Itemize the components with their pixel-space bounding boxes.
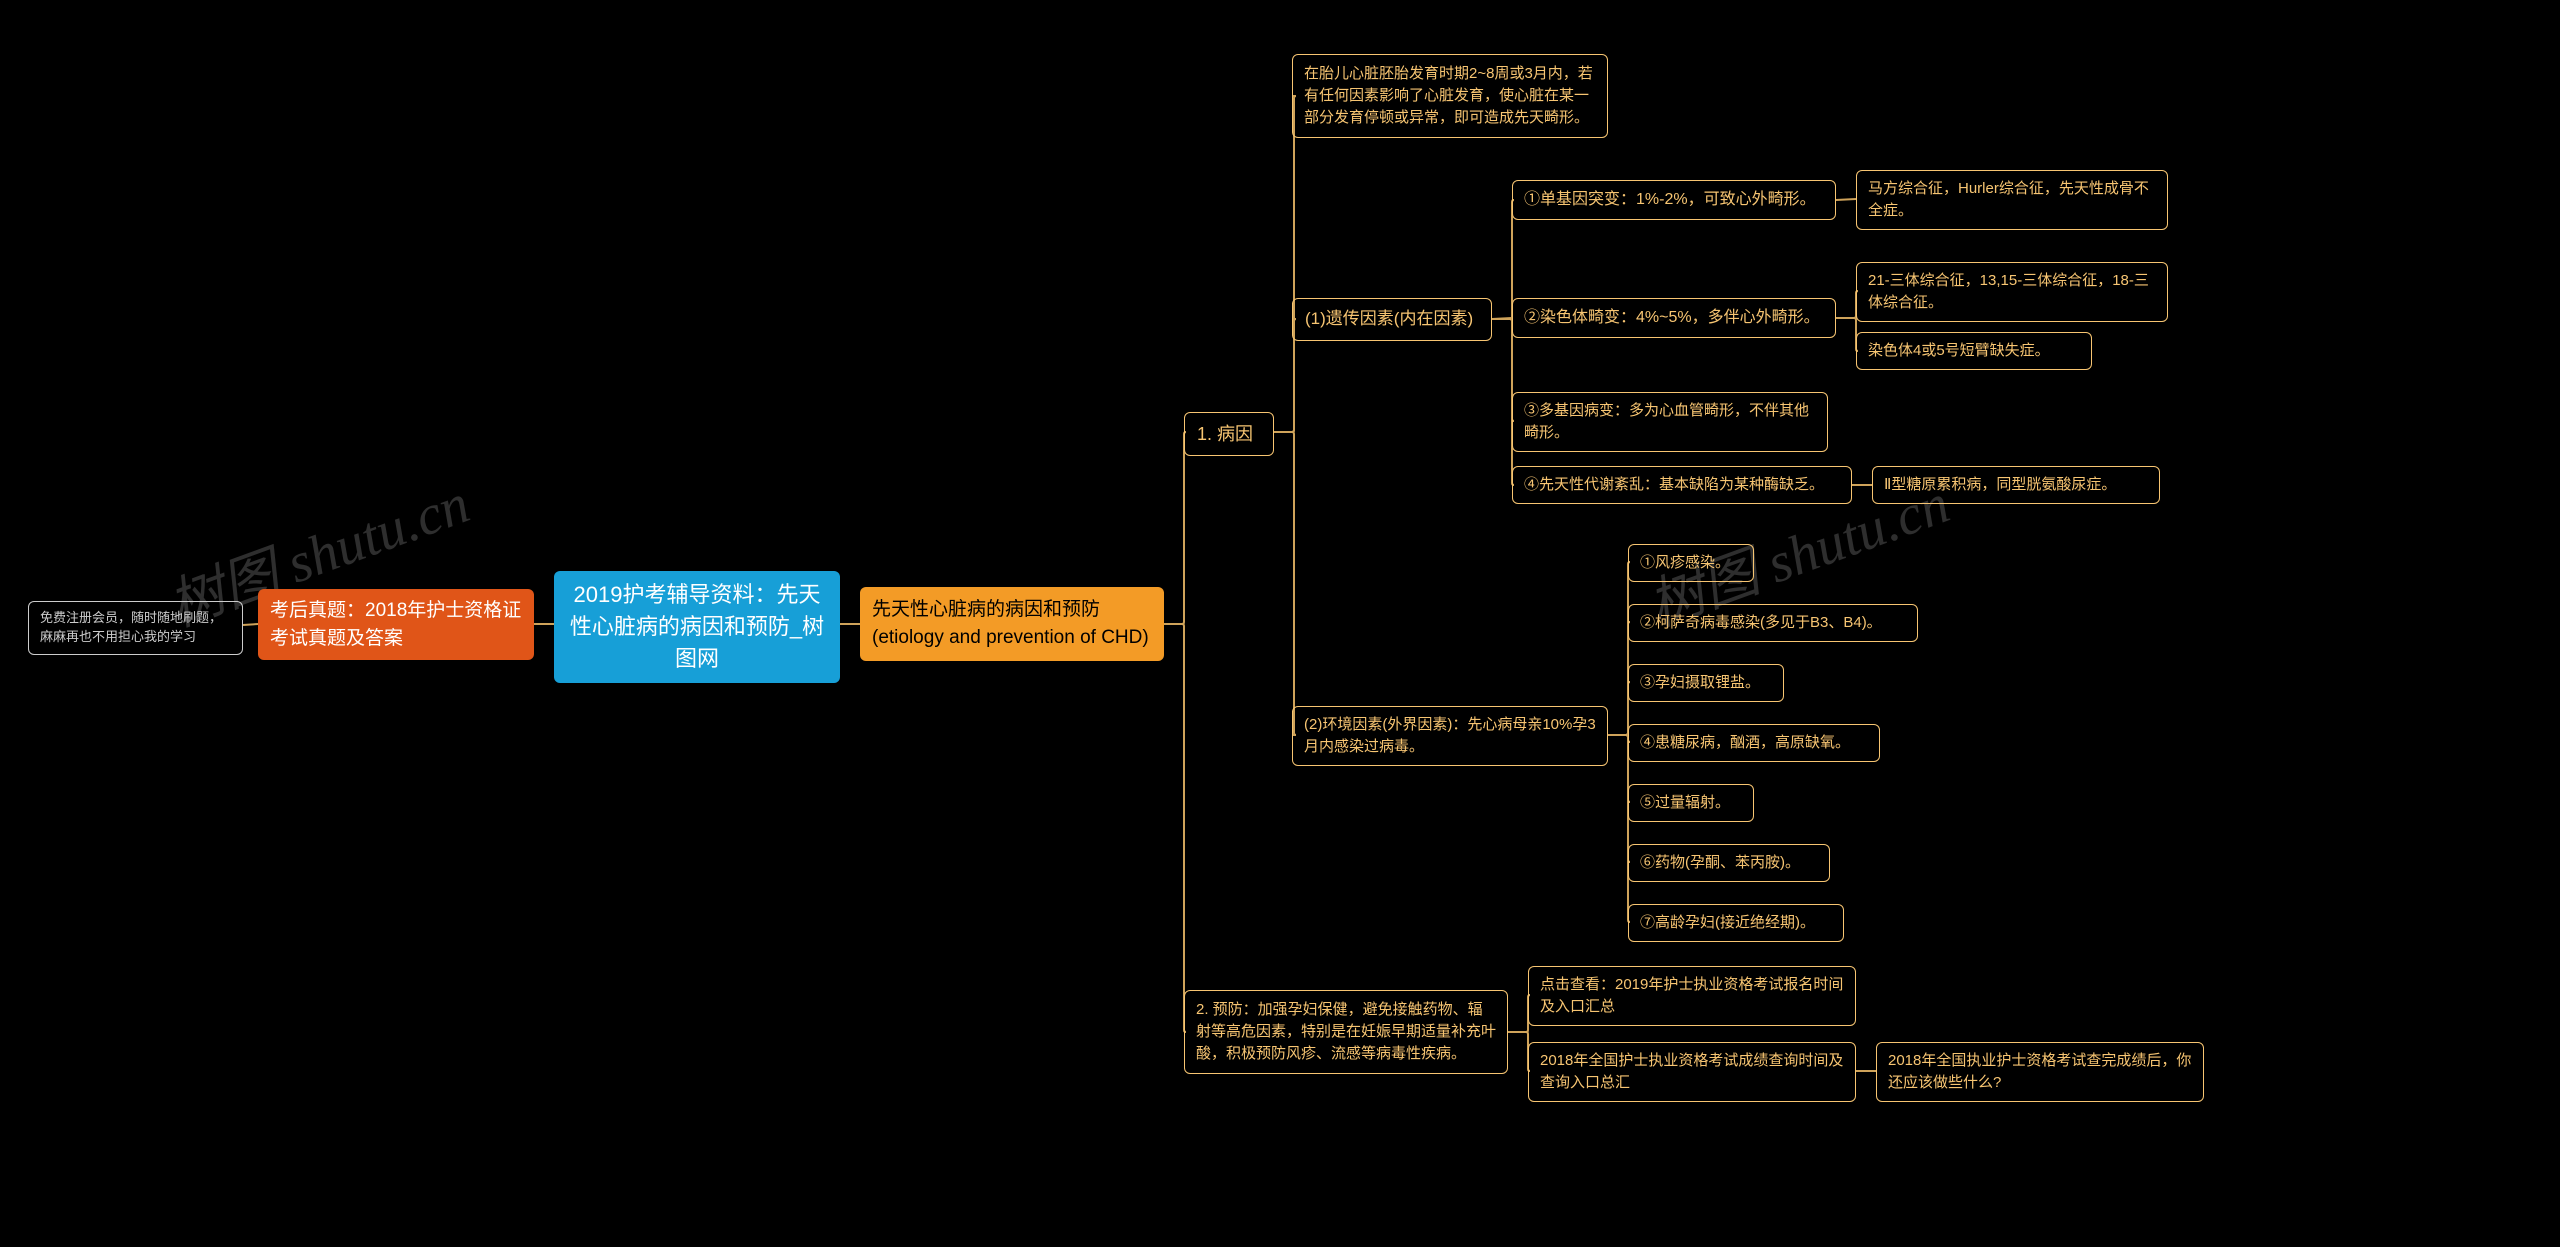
edge xyxy=(1492,200,1514,319)
node-env-7[interactable]: ⑦高龄孕妇(接近绝经期)。 xyxy=(1628,904,1844,942)
edge xyxy=(1608,622,1630,735)
node-env-2[interactable]: ②柯萨奇病毒感染(多见于B3、B4)。 xyxy=(1628,604,1918,642)
node-polygenic[interactable]: ③多基因病变：多为心血管畸形，不伴其他畸形。 xyxy=(1512,392,1828,452)
node-genetic-factors[interactable]: (1)遗传因素(内在因素) xyxy=(1292,298,1492,341)
edge xyxy=(1608,735,1630,802)
node-link-2018-after[interactable]: 2018年全国执业护士资格考试查完成绩后，你还应该做些什么? xyxy=(1876,1042,2204,1102)
node-cause[interactable]: 1. 病因 xyxy=(1184,412,1274,456)
edge xyxy=(1508,995,1530,1032)
node-cause-intro[interactable]: 在胎儿心脏胚胎发育时期2~8周或3月内，若有任何因素影响了心脏发育，使心脏在某一… xyxy=(1292,54,1608,138)
edge xyxy=(1508,1032,1530,1071)
edge xyxy=(1608,562,1630,735)
root-node[interactable]: 2019护考辅导资料：先天性心脏病的病因和预防_树图网 xyxy=(554,571,840,683)
mindmap-canvas: 树图 shutu.cn 树图 shutu.cn 2019护考辅导资料：先天性心脏… xyxy=(0,0,2560,1247)
edge xyxy=(1492,318,1512,319)
node-exam-truequestions[interactable]: 考后真题：2018年护士资格证考试真题及答案 xyxy=(258,589,534,660)
edge xyxy=(1608,735,1630,742)
edge xyxy=(1164,432,1186,624)
edge xyxy=(1608,682,1630,735)
edge xyxy=(1274,96,1296,432)
node-register-member[interactable]: 免费注册会员，随时随地刷题，麻麻再也不用担心我的学习 xyxy=(28,601,243,655)
node-link-2019-signup[interactable]: 点击查看：2019年护士执业资格考试报名时间及入口汇总 xyxy=(1528,966,1856,1026)
edge xyxy=(1164,624,1186,1032)
node-etiology-prevention[interactable]: 先天性心脏病的病因和预防(etiology and prevention of … xyxy=(860,587,1164,661)
edge xyxy=(1836,291,1858,318)
node-environment-factors[interactable]: (2)环境因素(外界因素)：先心病母亲10%孕3月内感染过病毒。 xyxy=(1292,706,1608,766)
edge xyxy=(1836,199,1856,200)
node-chromosome[interactable]: ②染色体畸变：4%~5%，多伴心外畸形。 xyxy=(1512,298,1836,338)
edge xyxy=(243,624,258,625)
node-env-1[interactable]: ①风疹感染。 xyxy=(1628,544,1754,582)
edge xyxy=(1492,319,1514,485)
node-chromosome-detail-1[interactable]: 21-三体综合征，13,15-三体综合征，18-三体综合征。 xyxy=(1856,262,2168,322)
node-env-4[interactable]: ④患糖尿病，酗酒，高原缺氧。 xyxy=(1628,724,1880,762)
node-single-gene-detail[interactable]: 马方综合征，Hurler综合征，先天性成骨不全症。 xyxy=(1856,170,2168,230)
node-prevention[interactable]: 2. 预防：加强孕妇保健，避免接触药物、辐射等高危因素，特别是在妊娠早期适量补充… xyxy=(1184,990,1508,1074)
edge xyxy=(1608,735,1630,862)
edge xyxy=(1836,318,1858,351)
node-link-2018-results[interactable]: 2018年全国护士执业资格考试成绩查询时间及查询入口总汇 xyxy=(1528,1042,1856,1102)
edge xyxy=(1492,319,1514,421)
node-chromosome-detail-2[interactable]: 染色体4或5号短臂缺失症。 xyxy=(1856,332,2092,370)
node-env-6[interactable]: ⑥药物(孕酮、苯丙胺)。 xyxy=(1628,844,1830,882)
node-metabolic[interactable]: ④先天性代谢紊乱：基本缺陷为某种酶缺乏。 xyxy=(1512,466,1852,504)
node-env-3[interactable]: ③孕妇摄取锂盐。 xyxy=(1628,664,1784,702)
edge xyxy=(1274,432,1296,735)
edge xyxy=(1608,735,1630,922)
node-metabolic-detail[interactable]: Ⅱ型糖原累积病，同型胱氨酸尿症。 xyxy=(1872,466,2160,504)
node-single-gene[interactable]: ①单基因突变：1%-2%，可致心外畸形。 xyxy=(1512,180,1836,220)
node-env-5[interactable]: ⑤过量辐射。 xyxy=(1628,784,1754,822)
